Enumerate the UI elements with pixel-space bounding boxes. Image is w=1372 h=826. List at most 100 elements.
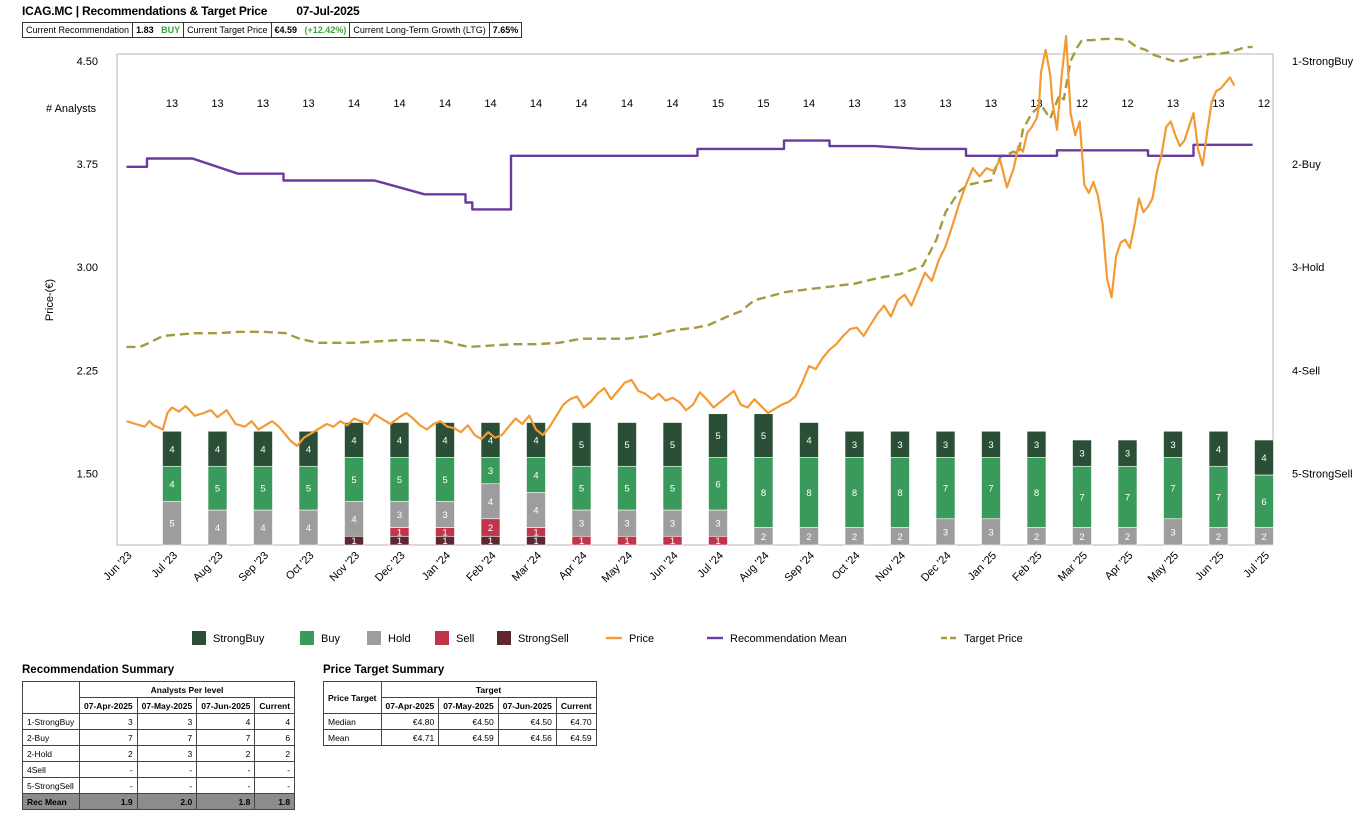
bar-count-label: 1 xyxy=(351,536,356,547)
analyst-total-label: 14 xyxy=(348,98,360,110)
rec-summary-row: 2-Hold 2 3 2 2 xyxy=(22,745,296,762)
x-tick-label: Oct '23 xyxy=(284,550,317,583)
pt-summary-row: Mean €4.71 €4.59 €4.56 €4.59 xyxy=(323,729,597,746)
bar-count-label: 3 xyxy=(442,510,447,521)
bar-count-label: 5 xyxy=(442,475,447,486)
bar-segment-strongbuy xyxy=(571,422,592,467)
x-tick-label: Apr '24 xyxy=(557,550,590,583)
pt-summary-corner: Price Target xyxy=(323,681,382,714)
tp-number: €4.59 xyxy=(274,25,298,35)
pt-cell: €4.59 xyxy=(438,729,499,746)
analyst-total-label: 12 xyxy=(1076,98,1088,110)
pt-summary-table: Price Target Target 07-Apr-2025 07-May-20… xyxy=(323,681,597,746)
analyst-total-label: 13 xyxy=(985,98,997,110)
bar-segment-strongbuy xyxy=(207,430,228,467)
analyst-total-label: 13 xyxy=(1167,98,1179,110)
x-tick-label: May '25 xyxy=(1146,550,1181,585)
y-tick-label: 3.75 xyxy=(77,159,98,171)
bar-count-label: 5 xyxy=(306,484,311,495)
bar-count-label: 4 xyxy=(442,436,447,447)
rec-cell: 2 xyxy=(196,745,256,762)
legend-label: Buy xyxy=(321,633,340,645)
pt-col-header: 07-May-2025 xyxy=(438,697,499,714)
x-tick-label: Nov '24 xyxy=(874,550,909,585)
bar-segment-strongbuy xyxy=(435,422,455,458)
bar-count-label: 4 xyxy=(806,436,811,447)
rec-row-label: 2-Buy xyxy=(22,729,80,746)
ltg-label: Current Long-Term Growth (LTG) xyxy=(349,22,490,38)
plot-frame xyxy=(116,53,1274,546)
bar-count-label: 2 xyxy=(897,532,902,543)
bar-count-label: 3 xyxy=(852,440,857,451)
bar-count-label: 4 xyxy=(488,436,493,447)
pt-cell: €4.50 xyxy=(497,713,557,730)
bar-segment-strongbuy xyxy=(890,430,910,458)
rec-col-header: 07-Jun-2025 xyxy=(196,697,256,714)
bar-count-label: 5 xyxy=(624,440,629,451)
bar-count-label: 6 xyxy=(715,479,720,490)
tp-value: €4.59 (+12.42%) xyxy=(270,22,351,38)
tp-label: Current Target Price xyxy=(183,22,272,38)
bar-count-label: 4 xyxy=(306,444,311,455)
rec-cell: 3 xyxy=(136,713,198,730)
rec-label: Current Recommendation xyxy=(21,22,134,38)
bar-segment-strongbuy xyxy=(1254,439,1274,476)
rec-mean-cell: 2.0 xyxy=(136,793,198,810)
bar-count-label: 1 xyxy=(533,536,538,547)
bar-count-label: 1 xyxy=(488,536,493,547)
title-text: ICAG.MC | Recommendations & Target Price xyxy=(22,4,268,18)
rec-cell: 7 xyxy=(136,729,198,746)
pt-cell: €4.70 xyxy=(555,713,597,730)
pt-row-label: Median xyxy=(323,713,382,730)
x-tick-label: Dec '23 xyxy=(373,550,408,585)
x-tick-label: Jun '23 xyxy=(101,550,134,583)
pt-cell: €4.50 xyxy=(438,713,499,730)
legend-label: Hold xyxy=(388,633,411,645)
y-tick-label: 4.50 xyxy=(77,56,98,68)
bar-count-label: 5 xyxy=(397,475,402,486)
rec-row-label: 4Sell xyxy=(22,761,80,778)
pt-row-label: Mean xyxy=(323,729,382,746)
bar-count-label: 4 xyxy=(260,444,265,455)
bar-count-label: 5 xyxy=(351,475,356,486)
analyst-total-label: 13 xyxy=(211,98,223,110)
bar-count-label: 2 xyxy=(1261,532,1266,543)
x-tick-label: Feb '24 xyxy=(464,550,498,584)
bar-count-label: 3 xyxy=(1079,449,1084,460)
legend-label: StrongSell xyxy=(518,633,569,645)
rec-summary-row: 2-Buy 7 7 7 6 xyxy=(22,729,296,746)
analyst-total-label: 13 xyxy=(1212,98,1224,110)
rating-axis-label: 1-StrongBuy xyxy=(1292,56,1354,68)
target-price-line xyxy=(126,37,1253,349)
rec-mean-cell: 1.9 xyxy=(79,793,138,810)
bar-count-label: 1 xyxy=(442,527,447,538)
rating-axis-label: 5-StrongSell xyxy=(1292,468,1353,480)
bar-count-label: 3 xyxy=(488,466,493,477)
bar-count-label: 5 xyxy=(579,440,584,451)
rec-cell: 2 xyxy=(79,745,138,762)
rec-col-header: Current xyxy=(254,697,296,714)
analyst-count-label: # Analysts xyxy=(46,103,97,115)
rec-number: 1.83 xyxy=(136,25,154,35)
y-tick-label: 2.25 xyxy=(77,365,98,377)
bar-count-label: 2 xyxy=(806,532,811,543)
bar-count-label: 5 xyxy=(169,519,174,530)
bar-count-label: 4 xyxy=(488,497,493,508)
bar-segment-strongbuy xyxy=(617,422,637,467)
bar-count-label: 5 xyxy=(715,431,720,442)
pt-cell: €4.80 xyxy=(380,713,440,730)
rec-row-label: 2-Hold xyxy=(22,745,80,762)
analyst-total-label: 15 xyxy=(712,98,724,110)
analyst-total-label: 14 xyxy=(484,98,496,110)
rec-cell: - xyxy=(136,761,198,778)
x-tick-label: Jul '23 xyxy=(149,550,180,581)
bar-count-label: 7 xyxy=(943,484,948,495)
legend-swatch xyxy=(497,631,511,645)
bar-count-label: 8 xyxy=(1034,488,1039,499)
rec-summary-row: 1-StrongBuy 3 3 4 4 xyxy=(22,713,296,730)
analyst-total-label: 14 xyxy=(393,98,405,110)
x-tick-label: Dec '24 xyxy=(919,550,954,585)
x-tick-label: Aug '24 xyxy=(737,550,772,585)
bar-count-label: 3 xyxy=(397,510,402,521)
bar-count-label: 3 xyxy=(579,519,584,530)
